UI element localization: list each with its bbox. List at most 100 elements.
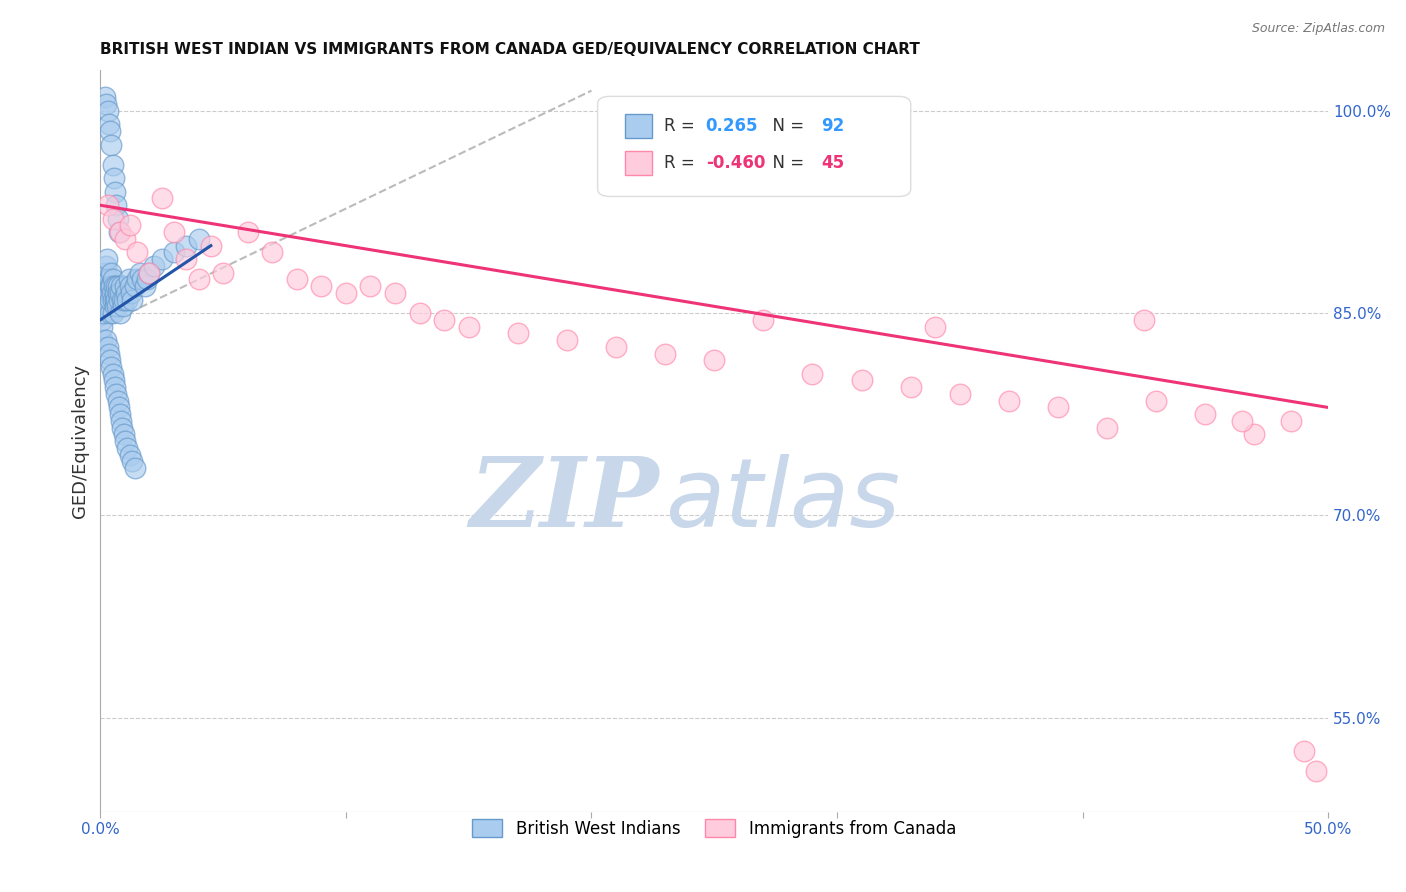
Point — [108, 285, 131, 300]
Point — [200, 238, 222, 252]
Point — [384, 285, 406, 300]
Point — [91, 285, 114, 300]
Point — [101, 211, 124, 226]
Point — [93, 279, 115, 293]
Point — [97, 117, 120, 131]
Point — [104, 380, 127, 394]
Point — [94, 293, 117, 307]
Point — [212, 266, 235, 280]
Text: 0.265: 0.265 — [706, 117, 758, 135]
Point — [100, 266, 122, 280]
Point — [97, 103, 120, 118]
Point — [117, 272, 139, 286]
Point — [138, 266, 160, 280]
Point — [91, 306, 114, 320]
Point — [335, 285, 357, 300]
Point — [150, 192, 173, 206]
Point — [654, 346, 676, 360]
Text: BRITISH WEST INDIAN VS IMMIGRANTS FROM CANADA GED/EQUIVALENCY CORRELATION CHART: BRITISH WEST INDIAN VS IMMIGRANTS FROM C… — [100, 42, 920, 57]
Point — [101, 367, 124, 381]
Text: Source: ZipAtlas.com: Source: ZipAtlas.com — [1251, 22, 1385, 36]
Point — [110, 414, 132, 428]
Point — [176, 252, 198, 267]
Point — [103, 279, 125, 293]
Point — [114, 434, 136, 449]
Point — [97, 299, 120, 313]
Point — [555, 333, 578, 347]
Point — [187, 272, 209, 286]
Point — [101, 293, 124, 307]
Y-axis label: GED/Equivalency: GED/Equivalency — [72, 364, 89, 518]
Point — [107, 401, 129, 415]
Point — [900, 380, 922, 394]
Point — [108, 306, 131, 320]
Point — [924, 319, 946, 334]
Point — [98, 353, 121, 368]
Point — [96, 259, 118, 273]
Point — [108, 225, 131, 239]
Point — [408, 306, 430, 320]
Point — [98, 124, 121, 138]
Point — [150, 252, 173, 267]
Point — [127, 245, 149, 260]
Point — [90, 333, 112, 347]
Point — [285, 272, 308, 286]
Point — [457, 319, 479, 334]
Point — [1230, 414, 1253, 428]
Point — [104, 285, 127, 300]
Point — [506, 326, 529, 341]
Text: atlas: atlas — [665, 454, 900, 547]
Point — [107, 279, 129, 293]
Point — [101, 272, 124, 286]
Point — [163, 245, 186, 260]
Point — [100, 137, 122, 152]
Point — [105, 198, 128, 212]
Point — [97, 279, 120, 293]
Point — [127, 272, 149, 286]
Point — [107, 393, 129, 408]
Point — [94, 272, 117, 286]
Point — [101, 158, 124, 172]
Point — [98, 279, 121, 293]
Text: 45: 45 — [821, 154, 844, 172]
FancyBboxPatch shape — [624, 114, 651, 138]
Point — [90, 313, 112, 327]
Point — [1305, 764, 1327, 779]
Point — [100, 279, 122, 293]
Point — [100, 359, 122, 374]
Point — [143, 259, 166, 273]
Point — [97, 198, 120, 212]
Point — [124, 461, 146, 475]
Point — [94, 266, 117, 280]
Text: R =: R = — [664, 154, 700, 172]
Point — [118, 448, 141, 462]
Point — [114, 232, 136, 246]
Point — [1279, 414, 1302, 428]
Point — [103, 171, 125, 186]
Point — [703, 353, 725, 368]
Point — [131, 272, 153, 286]
Point — [97, 293, 120, 307]
Point — [97, 285, 120, 300]
Point — [1133, 313, 1156, 327]
Point — [110, 279, 132, 293]
Point — [104, 185, 127, 199]
Point — [752, 313, 775, 327]
Point — [605, 340, 627, 354]
Point — [101, 306, 124, 320]
Point — [236, 225, 259, 239]
Point — [101, 285, 124, 300]
Point — [107, 225, 129, 239]
Point — [112, 293, 135, 307]
Point — [136, 272, 159, 286]
Point — [128, 266, 150, 280]
Point — [98, 306, 121, 320]
Point — [118, 279, 141, 293]
Point — [118, 219, 141, 233]
Point — [121, 454, 143, 468]
Legend: British West Indians, Immigrants from Canada: British West Indians, Immigrants from Ca… — [465, 813, 963, 845]
Point — [120, 285, 142, 300]
Point — [1144, 393, 1167, 408]
Point — [98, 293, 121, 307]
Point — [104, 293, 127, 307]
